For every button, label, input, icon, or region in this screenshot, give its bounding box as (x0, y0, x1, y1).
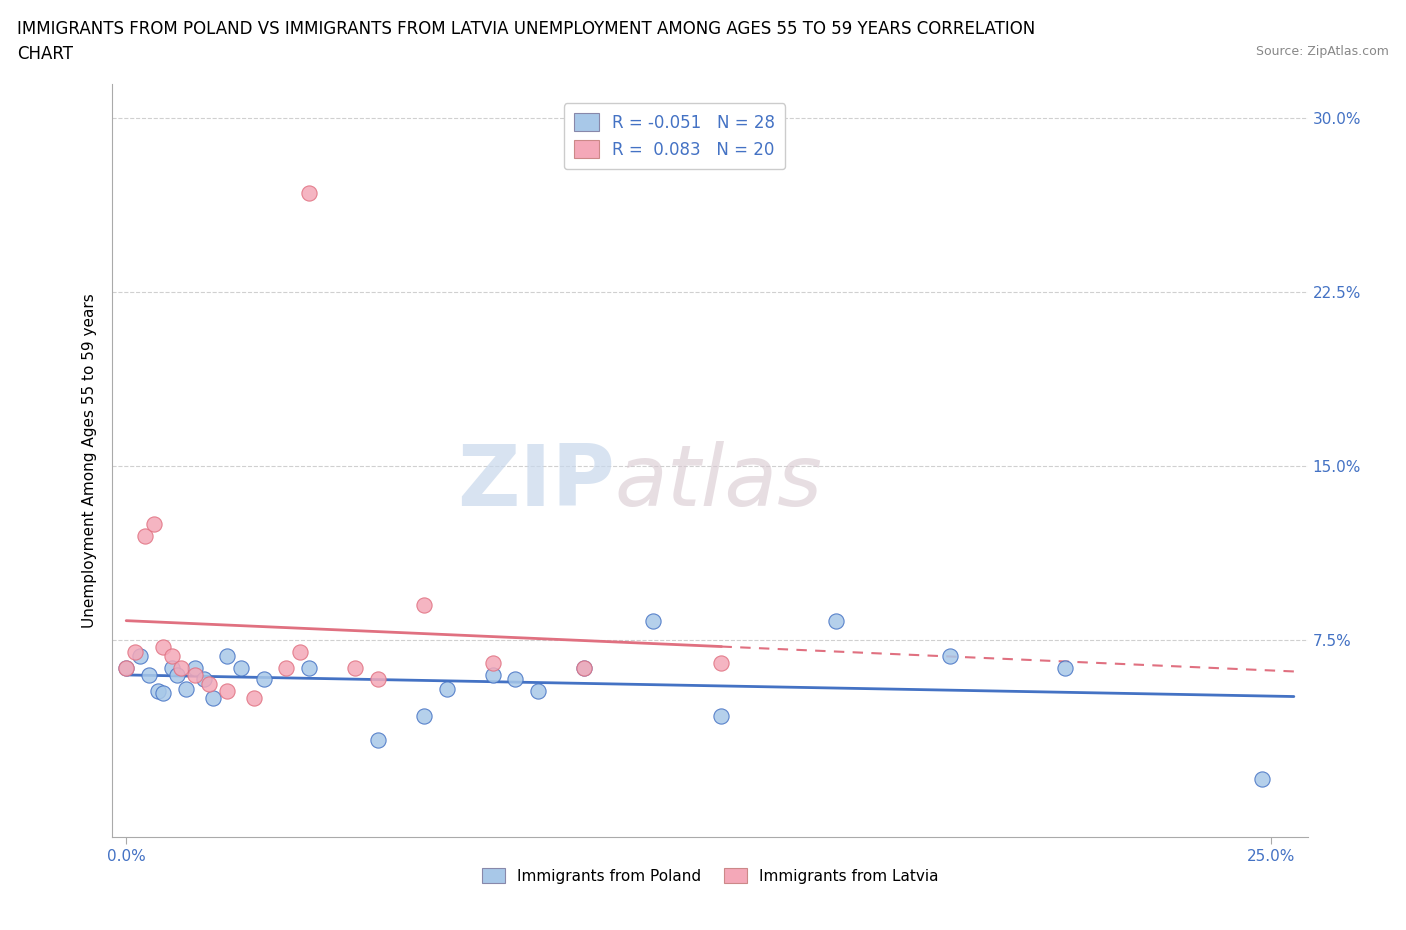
Point (152, 640, 174, 655)
Y-axis label: Unemployment Among Ages 55 to 59 years: Unemployment Among Ages 55 to 59 years (82, 293, 97, 628)
Point (825, 614, 848, 629)
Point (641, 614, 664, 629)
Point (252, 672, 274, 687)
Point (184, 668, 207, 683)
Point (215, 649, 238, 664)
Point (412, 598, 434, 613)
Point (193, 672, 215, 687)
Point (481, 656, 503, 671)
Point (115, 660, 138, 675)
Point (229, 660, 252, 675)
Point (1250, 772, 1272, 787)
Point (138, 668, 160, 683)
Point (344, 660, 367, 675)
Point (160, 649, 183, 664)
Point (1053, 660, 1076, 675)
Point (148, 684, 170, 698)
Point (160, 660, 183, 675)
Legend: Immigrants from Poland, Immigrants from Latvia: Immigrants from Poland, Immigrants from … (475, 861, 945, 890)
Point (572, 660, 595, 675)
Point (243, 690, 266, 705)
Text: Source: ZipAtlas.com: Source: ZipAtlas.com (1256, 45, 1389, 58)
Point (174, 681, 197, 696)
Point (202, 690, 225, 705)
Point (142, 517, 165, 532)
Point (115, 660, 138, 675)
Point (412, 709, 434, 724)
Point (152, 685, 174, 700)
Point (298, 185, 321, 200)
Point (505, 672, 527, 687)
Point (367, 732, 389, 747)
Point (367, 672, 389, 687)
Point (481, 668, 503, 683)
Text: ZIP: ZIP (457, 442, 614, 525)
Point (527, 684, 550, 698)
Point (134, 528, 156, 543)
Point (710, 656, 733, 671)
Point (939, 649, 962, 664)
Text: CHART: CHART (17, 45, 73, 62)
Point (290, 644, 312, 659)
Point (298, 660, 321, 675)
Point (184, 660, 207, 675)
Point (166, 668, 188, 683)
Point (124, 644, 146, 659)
Point (710, 709, 733, 724)
Point (215, 684, 238, 698)
Point (197, 677, 219, 692)
Text: atlas: atlas (614, 442, 823, 525)
Point (276, 660, 298, 675)
Point (129, 649, 152, 664)
Point (436, 681, 458, 696)
Point (170, 660, 193, 675)
Point (572, 660, 595, 675)
Text: IMMIGRANTS FROM POLAND VS IMMIGRANTS FROM LATVIA UNEMPLOYMENT AMONG AGES 55 TO 5: IMMIGRANTS FROM POLAND VS IMMIGRANTS FRO… (17, 20, 1035, 38)
